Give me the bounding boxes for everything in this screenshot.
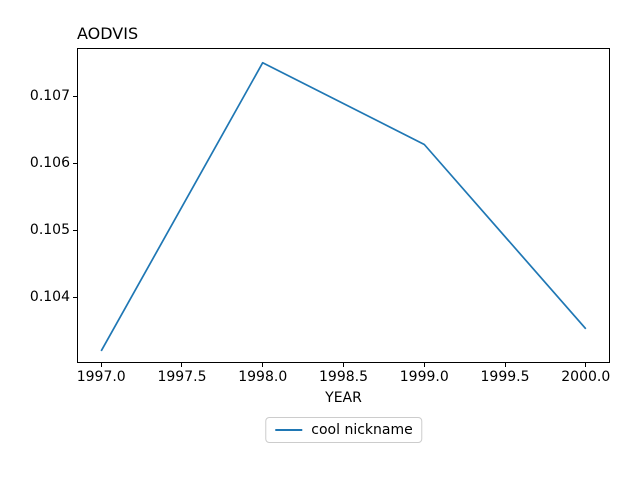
legend-line-icon (275, 429, 303, 431)
x-tick-label: 2000.0 (561, 369, 611, 385)
plot-area (77, 48, 610, 363)
x-tick-label: 1998.0 (238, 369, 288, 385)
y-tick-mark (73, 162, 77, 164)
legend-label: cool nickname (311, 422, 413, 438)
x-tick-label: 1998.5 (319, 369, 368, 385)
y-tick-label: 0.105 (29, 222, 70, 239)
y-tick-mark (73, 296, 77, 298)
x-tick-mark (504, 363, 506, 367)
y-tick-mark (73, 229, 77, 231)
y-tick-label: 0.104 (29, 289, 70, 306)
x-tick-mark (585, 363, 587, 367)
x-tick-mark (262, 363, 264, 367)
line-series-canvas (100, 61, 587, 352)
y-tick-label: 0.107 (29, 88, 70, 105)
x-tick-label: 1997.0 (76, 369, 126, 385)
x-tick-label: 1999.5 (480, 369, 530, 385)
x-tick-label: 1999.0 (399, 369, 449, 385)
x-tick-label: 1997.5 (157, 369, 207, 385)
x-tick-mark (343, 363, 344, 367)
x-tick-mark (423, 363, 425, 367)
y-tick-mark (73, 95, 77, 97)
y-tick-label: 0.106 (29, 155, 70, 172)
x-tick-mark (181, 363, 183, 367)
legend: cool nickname (265, 417, 423, 443)
line-series (100, 61, 587, 352)
x-tick-mark (100, 363, 102, 367)
x-axis-label: YEAR (325, 390, 362, 406)
chart-title: AODVIS (77, 24, 139, 43)
